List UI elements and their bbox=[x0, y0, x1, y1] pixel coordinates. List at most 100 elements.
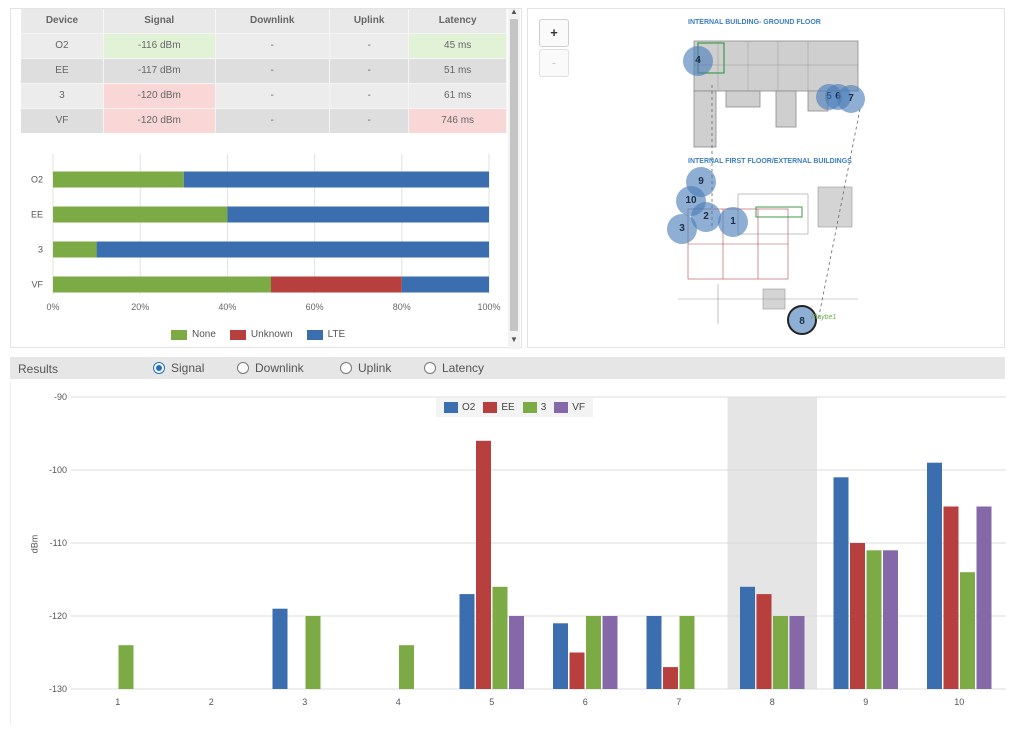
panel-scrollbar[interactable]: ▲ ▼ bbox=[508, 7, 520, 349]
signal-bar[interactable] bbox=[850, 543, 865, 689]
signal-bar[interactable] bbox=[773, 616, 788, 689]
radio-uplink[interactable]: Uplink bbox=[340, 361, 391, 375]
stack-bar-segment[interactable] bbox=[53, 171, 184, 188]
signal-bar[interactable] bbox=[756, 594, 772, 689]
network-technology-chart: 0% 20% 40% 60% 80% 100% O2 EE 3 VF bbox=[31, 154, 501, 312]
legend-item[interactable]: 3 bbox=[522, 402, 547, 413]
radio-uplink-dot[interactable] bbox=[340, 362, 352, 374]
signal-bar[interactable] bbox=[679, 616, 695, 689]
x-tick-label: 4 bbox=[396, 697, 401, 707]
radio-signal-dot[interactable] bbox=[153, 362, 165, 374]
radio-latency[interactable]: Latency bbox=[424, 361, 484, 375]
radio-latency-label: Latency bbox=[442, 361, 485, 375]
signal-bar[interactable] bbox=[943, 506, 959, 690]
x-tick-label: 40% bbox=[218, 302, 236, 312]
scrollbar-thumb[interactable] bbox=[510, 19, 518, 331]
map-point-3[interactable]: 3 bbox=[667, 214, 697, 244]
legend-item[interactable]: VF bbox=[554, 402, 585, 413]
table-row[interactable]: EE -117 dBm - -51 ms bbox=[21, 57, 507, 83]
legend-label: EE bbox=[501, 402, 515, 413]
table-cell-downlink: - bbox=[215, 57, 330, 83]
stack-bar-segment[interactable] bbox=[271, 276, 402, 293]
signal-bar[interactable] bbox=[976, 506, 992, 690]
stack-bar-segment[interactable] bbox=[96, 241, 489, 258]
ground-floor-wing-left bbox=[693, 90, 717, 148]
signal-bar[interactable] bbox=[883, 550, 898, 689]
legend-item[interactable]: O2 bbox=[444, 402, 475, 413]
map-point-8[interactable]: 8 bbox=[787, 305, 817, 335]
signal-bar[interactable] bbox=[509, 616, 524, 689]
stack-bar-segment[interactable] bbox=[401, 276, 489, 293]
column-header-signal[interactable]: Signal bbox=[103, 9, 216, 33]
map-point-4[interactable]: 4 bbox=[683, 46, 713, 76]
signal-bar[interactable] bbox=[459, 594, 475, 689]
map-point-10[interactable]: 10 bbox=[676, 186, 706, 216]
table-cell-uplink: - bbox=[329, 107, 410, 133]
signal-bar[interactable] bbox=[646, 616, 662, 689]
column-header-downlink[interactable]: Downlink bbox=[215, 9, 330, 33]
table-row[interactable]: 3 -120 dBm - -61 ms bbox=[21, 82, 507, 108]
column-header-latency[interactable]: Latency bbox=[408, 9, 507, 33]
signal-bar[interactable] bbox=[118, 645, 134, 689]
table-cell-uplink: - bbox=[329, 57, 410, 83]
zoom-in-button[interactable]: + bbox=[539, 19, 569, 47]
y-tick-label: -130 bbox=[49, 684, 67, 694]
column-header-uplink[interactable]: Uplink bbox=[329, 9, 410, 33]
signal-bar[interactable] bbox=[492, 586, 508, 689]
radio-signal[interactable]: Signal bbox=[153, 361, 204, 375]
legend-swatch bbox=[171, 329, 187, 340]
y-tick-label: -120 bbox=[49, 611, 67, 621]
table-row[interactable]: O2 -116 dBm - -45 ms bbox=[21, 32, 507, 58]
legend-swatch bbox=[306, 329, 323, 340]
zoom-out-button[interactable]: - bbox=[539, 49, 569, 77]
legend-label: 3 bbox=[540, 402, 547, 413]
x-tick-label: 1 bbox=[115, 697, 120, 707]
legend-item[interactable]: Unknown bbox=[229, 329, 293, 340]
stack-bar-segment[interactable] bbox=[53, 206, 228, 223]
signal-bar[interactable] bbox=[272, 608, 288, 689]
signal-bar[interactable] bbox=[586, 616, 601, 689]
device-table-header: Device Signal Downlink Uplink Latency bbox=[21, 9, 507, 33]
signal-bar[interactable] bbox=[399, 645, 414, 689]
legend-item[interactable]: LTE bbox=[306, 329, 346, 340]
radio-downlink[interactable]: Downlink bbox=[237, 361, 304, 375]
legend-item[interactable]: None bbox=[171, 329, 216, 340]
stack-bar-segment[interactable] bbox=[183, 171, 490, 188]
signal-bar[interactable] bbox=[740, 586, 755, 689]
signal-bar[interactable] bbox=[305, 616, 321, 689]
table-cell-downlink: - bbox=[215, 107, 330, 133]
table-cell-latency: 746 ms bbox=[408, 107, 507, 133]
radio-latency-dot[interactable] bbox=[424, 362, 436, 374]
map-point-1[interactable]: 1 bbox=[718, 207, 748, 237]
legend-item[interactable]: EE bbox=[483, 402, 515, 413]
stack-bar-segment[interactable] bbox=[53, 276, 271, 293]
table-row[interactable]: VF -120 dBm - -746 ms bbox=[21, 107, 507, 133]
y-tick-label: -100 bbox=[49, 465, 67, 475]
radio-downlink-dot[interactable] bbox=[237, 362, 249, 374]
signal-bar[interactable] bbox=[960, 572, 975, 689]
table-cell-signal: -120 dBm bbox=[103, 82, 216, 108]
column-header-device[interactable]: Device bbox=[21, 9, 104, 33]
signal-bar[interactable] bbox=[789, 616, 805, 689]
map-link[interactable]: Playbe1 bbox=[811, 314, 837, 321]
table-cell-device: VF bbox=[21, 107, 104, 133]
ground-floor-title: INTERNAL BUILDING- GROUND FLOOR bbox=[688, 19, 821, 26]
stack-bar-segment[interactable] bbox=[53, 241, 97, 258]
stack-bar-segment[interactable] bbox=[227, 206, 489, 223]
signal-bar[interactable] bbox=[927, 462, 942, 689]
signal-bar[interactable] bbox=[602, 616, 618, 689]
signal-bar[interactable] bbox=[663, 667, 678, 689]
legend-label: LTE bbox=[327, 329, 346, 340]
signal-bar[interactable] bbox=[569, 652, 585, 690]
scroll-up-arrow-icon[interactable]: ▲ bbox=[510, 7, 518, 16]
signal-bar[interactable] bbox=[553, 623, 568, 689]
y-category-label: EE bbox=[31, 210, 43, 220]
signal-bar-chart: -90 -100 -110 -120 -130 1 2 3 4 5 6 7 8 9 10 bbox=[49, 392, 1006, 707]
signal-bar[interactable] bbox=[866, 550, 882, 689]
map-point-7[interactable]: 7 bbox=[837, 85, 865, 113]
scroll-down-arrow-icon[interactable]: ▼ bbox=[510, 335, 518, 344]
signal-bar[interactable] bbox=[476, 440, 491, 689]
signal-bar[interactable] bbox=[833, 477, 849, 689]
ground-floor-wing-mid bbox=[725, 90, 761, 108]
